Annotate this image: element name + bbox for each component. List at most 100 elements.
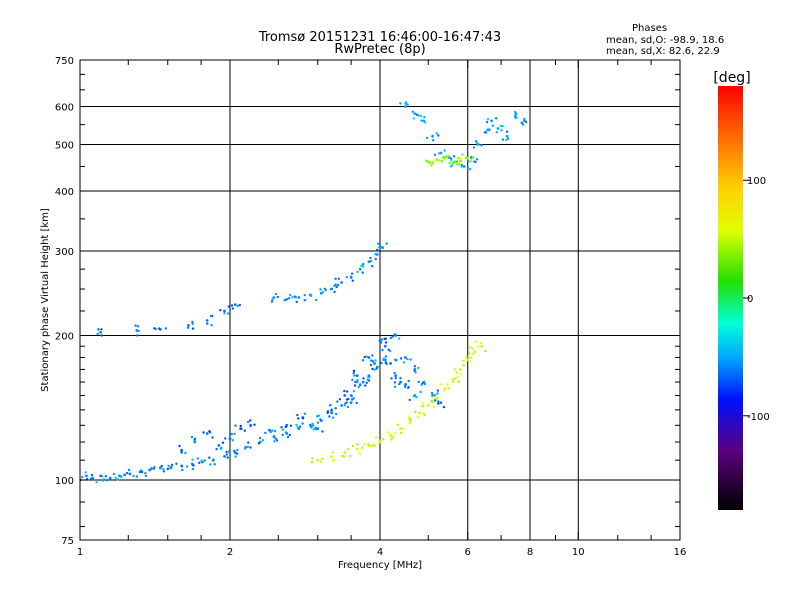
- data-point: [412, 117, 416, 120]
- data-point: [362, 262, 365, 266]
- data-point: [343, 451, 347, 455]
- data-point: [335, 285, 338, 289]
- x-tick-label: 4: [377, 547, 383, 558]
- data-point: [399, 357, 403, 360]
- data-point: [458, 157, 462, 160]
- data-point: [382, 358, 385, 362]
- data-point: [91, 476, 94, 480]
- data-point: [347, 447, 350, 451]
- data-point: [351, 279, 354, 282]
- data-point: [360, 264, 363, 267]
- data-point: [205, 432, 209, 435]
- data-point: [316, 415, 319, 418]
- data-point: [358, 267, 362, 271]
- data-point: [243, 429, 246, 432]
- data-point: [381, 348, 384, 352]
- data-point: [349, 454, 352, 458]
- colorbar-tick-label: -100: [747, 412, 770, 423]
- data-point: [486, 117, 490, 121]
- data-point: [355, 374, 359, 377]
- data-point: [153, 466, 156, 469]
- data-point: [357, 385, 360, 389]
- data-point: [462, 364, 465, 367]
- data-point: [304, 298, 307, 302]
- data-point: [505, 138, 508, 142]
- data-point: [225, 453, 229, 456]
- data-point: [437, 400, 440, 403]
- data-point: [324, 288, 327, 292]
- data-point: [128, 472, 132, 476]
- data-point: [431, 160, 435, 163]
- x-tick-label: 16: [674, 547, 687, 558]
- data-point: [469, 356, 473, 359]
- data-point: [288, 297, 291, 300]
- data-point: [453, 160, 456, 163]
- phase-stats-x: mean, sd,X: 82.6, 22.9: [606, 46, 720, 57]
- y-axis-label: Stationary phase Virtual Height [km]: [40, 208, 51, 392]
- y-tick-label: 300: [55, 247, 74, 258]
- colorbar: [718, 86, 743, 510]
- data-point: [460, 165, 463, 168]
- data-point: [404, 383, 407, 386]
- data-point: [440, 383, 443, 386]
- data-point: [314, 427, 318, 430]
- data-point: [383, 337, 386, 341]
- data-point: [495, 131, 498, 134]
- data-point: [99, 331, 102, 334]
- data-point: [153, 327, 156, 330]
- data-point: [209, 463, 212, 466]
- data-point: [459, 373, 463, 376]
- x-tick-label: 2: [227, 547, 233, 558]
- data-point: [97, 328, 100, 331]
- data-point: [399, 102, 402, 105]
- data-point: [353, 374, 356, 377]
- data-point: [280, 426, 283, 429]
- data-point: [433, 153, 437, 156]
- data-point: [421, 404, 424, 408]
- data-point: [234, 455, 237, 458]
- data-point: [312, 428, 315, 431]
- data-point: [134, 324, 137, 327]
- data-point: [520, 121, 523, 125]
- data-point: [450, 158, 453, 162]
- data-point: [352, 369, 356, 373]
- data-point: [399, 377, 402, 380]
- data-point: [269, 430, 272, 434]
- data-point: [270, 300, 274, 303]
- y-tick-label: 750: [55, 56, 74, 67]
- data-point: [379, 246, 383, 249]
- data-point: [380, 361, 383, 365]
- data-point: [417, 366, 420, 370]
- data-point: [432, 395, 435, 399]
- data-point: [417, 380, 420, 384]
- x-tick-label: 6: [465, 547, 471, 558]
- data-point: [361, 380, 365, 384]
- colorbar-ticks: 100 0 -100: [743, 176, 770, 423]
- data-point: [399, 431, 403, 435]
- data-point: [374, 359, 377, 362]
- data-point: [505, 130, 509, 133]
- data-point: [383, 344, 387, 348]
- data-point: [386, 431, 390, 434]
- data-point: [289, 424, 293, 427]
- data-point: [247, 441, 250, 444]
- data-point: [268, 428, 271, 432]
- data-point: [471, 347, 475, 351]
- data-point: [472, 156, 475, 159]
- data-point: [501, 124, 504, 128]
- data-point: [90, 473, 94, 477]
- data-point: [501, 138, 505, 141]
- data-point: [294, 296, 297, 299]
- data-point: [370, 445, 373, 448]
- data-point: [407, 386, 410, 389]
- data-point: [390, 377, 393, 380]
- data-point: [140, 470, 144, 474]
- data-point: [285, 297, 289, 301]
- data-point: [377, 246, 381, 249]
- data-point: [423, 382, 427, 386]
- data-point: [321, 291, 325, 294]
- data-point: [284, 431, 288, 434]
- data-point: [215, 447, 218, 451]
- data-point: [442, 389, 445, 392]
- data-point: [462, 165, 466, 168]
